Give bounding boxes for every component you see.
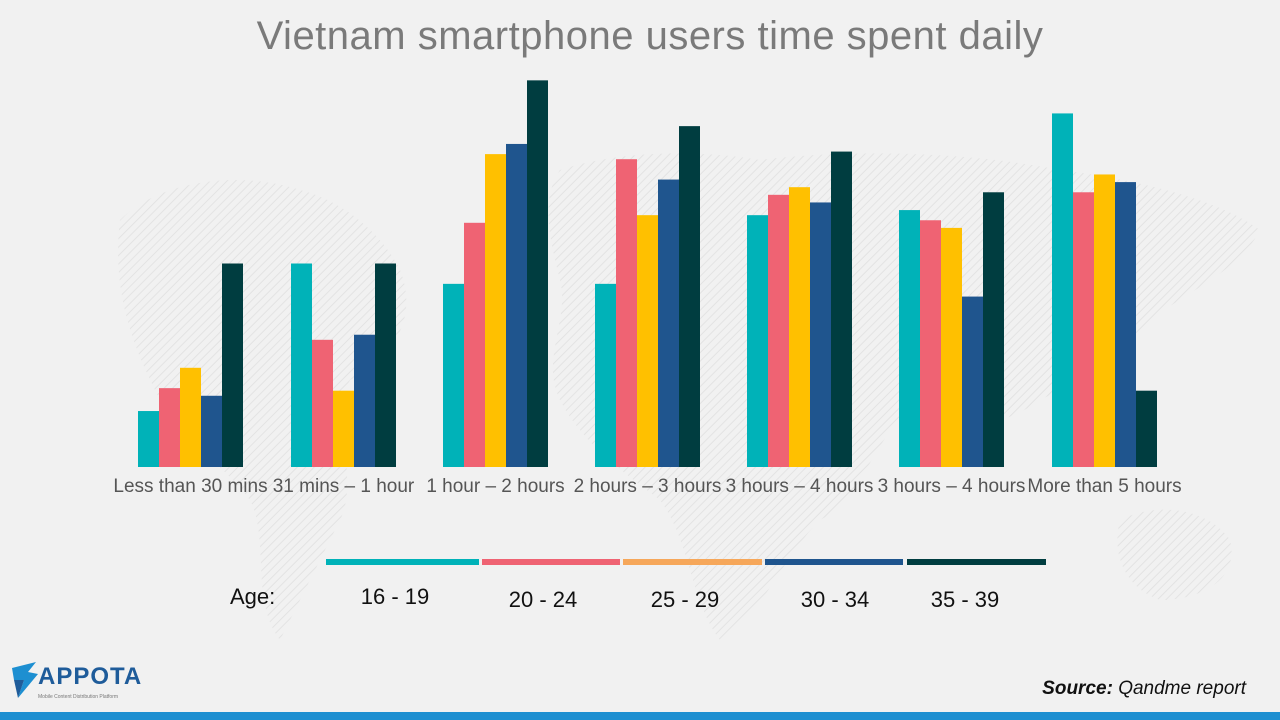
bar-3-series-2 <box>464 222 485 467</box>
bar-7-series-4 <box>1115 182 1136 467</box>
category-label: 3 hours – 4 hours <box>877 476 1026 497</box>
bar-6-series-1 <box>899 210 920 468</box>
legend-label: 30 - 34 <box>800 587 870 612</box>
legend-swatch <box>907 559 1046 565</box>
bar-7-series-1 <box>1052 113 1073 467</box>
logo-subtitle: Mobile Content Distribution Platform <box>38 694 119 700</box>
logo-wing-icon <box>12 662 38 698</box>
bar-5-series-1 <box>747 215 768 467</box>
bar-2-series-4 <box>354 334 375 467</box>
bar-5-series-4 <box>810 202 831 467</box>
legend-swatch <box>482 559 620 565</box>
source-label: Source: <box>1042 678 1113 699</box>
category-label: 1 hour – 2 hours <box>426 476 565 497</box>
bar-7-series-3 <box>1094 174 1115 467</box>
legend-label: 20 - 24 <box>508 587 578 612</box>
bar-6-series-4 <box>962 296 983 467</box>
bar-4-series-2 <box>616 159 637 468</box>
legend-swatch <box>765 559 903 565</box>
bar-4-series-5 <box>679 126 700 467</box>
bar-7-series-2 <box>1073 192 1094 467</box>
bar-3-series-1 <box>443 283 464 467</box>
bar-2-series-3 <box>333 390 354 467</box>
category-label: Less than 30 mins <box>113 476 268 497</box>
legend-title: Age: <box>230 584 276 609</box>
chart-title: Vietnam smartphone users time spent dail… <box>256 14 1044 58</box>
bar-6-series-5 <box>983 192 1004 467</box>
bar-6-series-3 <box>941 227 962 467</box>
bar-1-series-4 <box>201 395 222 467</box>
bar-1-series-1 <box>138 411 159 467</box>
source-note: Source: Qandme report <box>1042 678 1246 700</box>
bar-4-series-3 <box>637 215 658 467</box>
bar-5-series-3 <box>789 187 810 467</box>
bar-3-series-3 <box>485 154 506 467</box>
category-label: 31 mins – 1 hour <box>272 476 415 497</box>
bar-2-series-5 <box>375 263 396 467</box>
bar-2-series-1 <box>291 263 312 467</box>
category-label: 2 hours – 3 hours <box>573 476 722 497</box>
bottom-accent-bar <box>0 712 1280 720</box>
legend-swatch <box>326 559 479 565</box>
bar-5-series-2 <box>768 194 789 467</box>
bar-1-series-2 <box>159 388 180 467</box>
appota-logo: APPOTA Mobile Content Distribution Platf… <box>10 660 170 712</box>
legend-label: 25 - 29 <box>650 587 720 612</box>
bar-7-series-5 <box>1136 390 1157 467</box>
legend-label: 16 - 19 <box>360 584 430 609</box>
bar-3-series-5 <box>527 80 548 467</box>
bar-1-series-3 <box>180 367 201 467</box>
bar-4-series-4 <box>658 179 679 467</box>
bar-2-series-2 <box>312 339 333 467</box>
bar-5-series-5 <box>831 151 852 467</box>
category-label: More than 5 hours <box>1027 476 1182 497</box>
logo-text: APPOTA <box>38 663 143 690</box>
source-text: Qandme report <box>1118 678 1246 699</box>
legend-label: 35 - 39 <box>930 587 1000 612</box>
bar-6-series-2 <box>920 220 941 467</box>
bar-3-series-4 <box>506 143 527 467</box>
category-label: 3 hours – 4 hours <box>725 476 874 497</box>
bar-1-series-5 <box>222 263 243 467</box>
bar-4-series-1 <box>595 283 616 467</box>
legend-swatch <box>623 559 762 565</box>
